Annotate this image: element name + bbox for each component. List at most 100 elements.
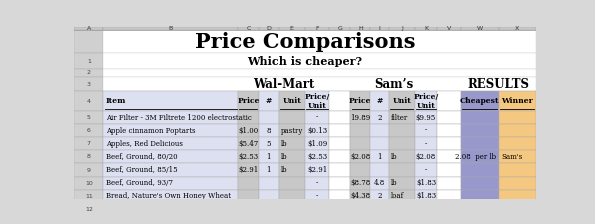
- Text: $9.95: $9.95: [416, 114, 436, 122]
- Bar: [259, 150, 278, 164]
- Bar: [238, 177, 259, 190]
- Bar: [278, 150, 305, 164]
- Bar: [350, 27, 371, 30]
- Text: 5: 5: [267, 140, 271, 148]
- Bar: [278, 124, 305, 137]
- Bar: [415, 177, 437, 190]
- Bar: [437, 164, 461, 177]
- Bar: [305, 190, 330, 203]
- Text: 1: 1: [87, 58, 91, 64]
- Bar: [104, 53, 536, 69]
- Text: filter: filter: [391, 114, 408, 122]
- Bar: [499, 164, 536, 177]
- Bar: [104, 111, 238, 124]
- Bar: [461, 137, 499, 150]
- Text: $1.83: $1.83: [416, 179, 436, 187]
- Text: 4: 4: [87, 99, 91, 104]
- Text: -: -: [316, 114, 318, 122]
- Bar: [371, 91, 389, 111]
- Text: -: -: [316, 205, 318, 213]
- Bar: [415, 150, 437, 164]
- Bar: [259, 137, 278, 150]
- Bar: [461, 27, 499, 30]
- Text: Beef, Ground, 80/20: Beef, Ground, 80/20: [106, 153, 177, 161]
- Bar: [104, 69, 536, 77]
- Bar: [330, 124, 350, 137]
- Bar: [238, 150, 259, 164]
- Bar: [74, 164, 104, 177]
- Bar: [437, 177, 461, 190]
- Text: lb: lb: [281, 166, 287, 174]
- Bar: [74, 150, 104, 164]
- Bar: [415, 164, 437, 177]
- Bar: [415, 203, 437, 216]
- Text: $2.08: $2.08: [350, 153, 371, 161]
- Text: RESULTS: RESULTS: [467, 78, 529, 91]
- Bar: [330, 164, 350, 177]
- Text: A: A: [87, 26, 91, 31]
- Text: -: -: [425, 127, 427, 135]
- Bar: [74, 30, 104, 53]
- Bar: [104, 91, 238, 111]
- Text: K: K: [424, 26, 428, 31]
- Bar: [437, 203, 461, 216]
- Bar: [278, 91, 305, 111]
- Bar: [371, 27, 389, 30]
- Text: Which is cheaper?: Which is cheaper?: [248, 56, 362, 67]
- Bar: [305, 91, 330, 111]
- Text: 12: 12: [85, 207, 93, 212]
- Bar: [461, 203, 499, 216]
- Bar: [305, 124, 330, 137]
- Bar: [305, 137, 330, 150]
- Text: 2: 2: [377, 114, 382, 122]
- Text: $0.13: $0.13: [307, 127, 327, 135]
- Bar: [499, 203, 536, 216]
- Text: $1.09: $1.09: [307, 140, 327, 148]
- Bar: [415, 27, 437, 30]
- Bar: [74, 77, 104, 91]
- Bar: [371, 203, 389, 216]
- Bar: [437, 27, 461, 30]
- Bar: [305, 203, 330, 216]
- Text: I: I: [378, 26, 381, 31]
- Text: -: -: [316, 192, 318, 200]
- Bar: [259, 27, 278, 30]
- Bar: [74, 91, 104, 111]
- Text: D: D: [267, 26, 271, 31]
- Text: Beef, Ground, 85/15: Beef, Ground, 85/15: [106, 166, 177, 174]
- Bar: [104, 137, 238, 150]
- Bar: [437, 111, 461, 124]
- Bar: [238, 27, 259, 30]
- Text: Broth, chicken: Broth, chicken: [106, 205, 158, 213]
- Bar: [371, 137, 389, 150]
- Bar: [499, 177, 536, 190]
- Text: Item: Item: [106, 97, 126, 105]
- Bar: [305, 150, 330, 164]
- Text: Cheapest: Cheapest: [460, 97, 500, 105]
- Bar: [305, 111, 330, 124]
- Bar: [104, 164, 238, 177]
- Text: lb: lb: [391, 179, 398, 187]
- Bar: [104, 150, 238, 164]
- Bar: [259, 124, 278, 137]
- Text: pastry: pastry: [281, 127, 303, 135]
- Text: 11: 11: [85, 194, 93, 199]
- Text: Price: Price: [237, 97, 259, 105]
- Text: $2.91: $2.91: [307, 166, 327, 174]
- Text: #: #: [377, 97, 383, 105]
- Text: 1: 1: [267, 153, 271, 161]
- Text: Price/
Unit: Price/ Unit: [305, 93, 330, 110]
- Text: $2.91: $2.91: [239, 166, 259, 174]
- Bar: [499, 27, 536, 30]
- Bar: [389, 137, 415, 150]
- Bar: [278, 137, 305, 150]
- Text: lb: lb: [391, 153, 398, 161]
- Text: $4.38: $4.38: [350, 192, 370, 200]
- Bar: [389, 203, 415, 216]
- Bar: [499, 190, 536, 203]
- Bar: [259, 111, 278, 124]
- Text: $6.08: $6.08: [350, 205, 371, 213]
- Bar: [238, 190, 259, 203]
- Bar: [259, 203, 278, 216]
- Bar: [499, 91, 536, 111]
